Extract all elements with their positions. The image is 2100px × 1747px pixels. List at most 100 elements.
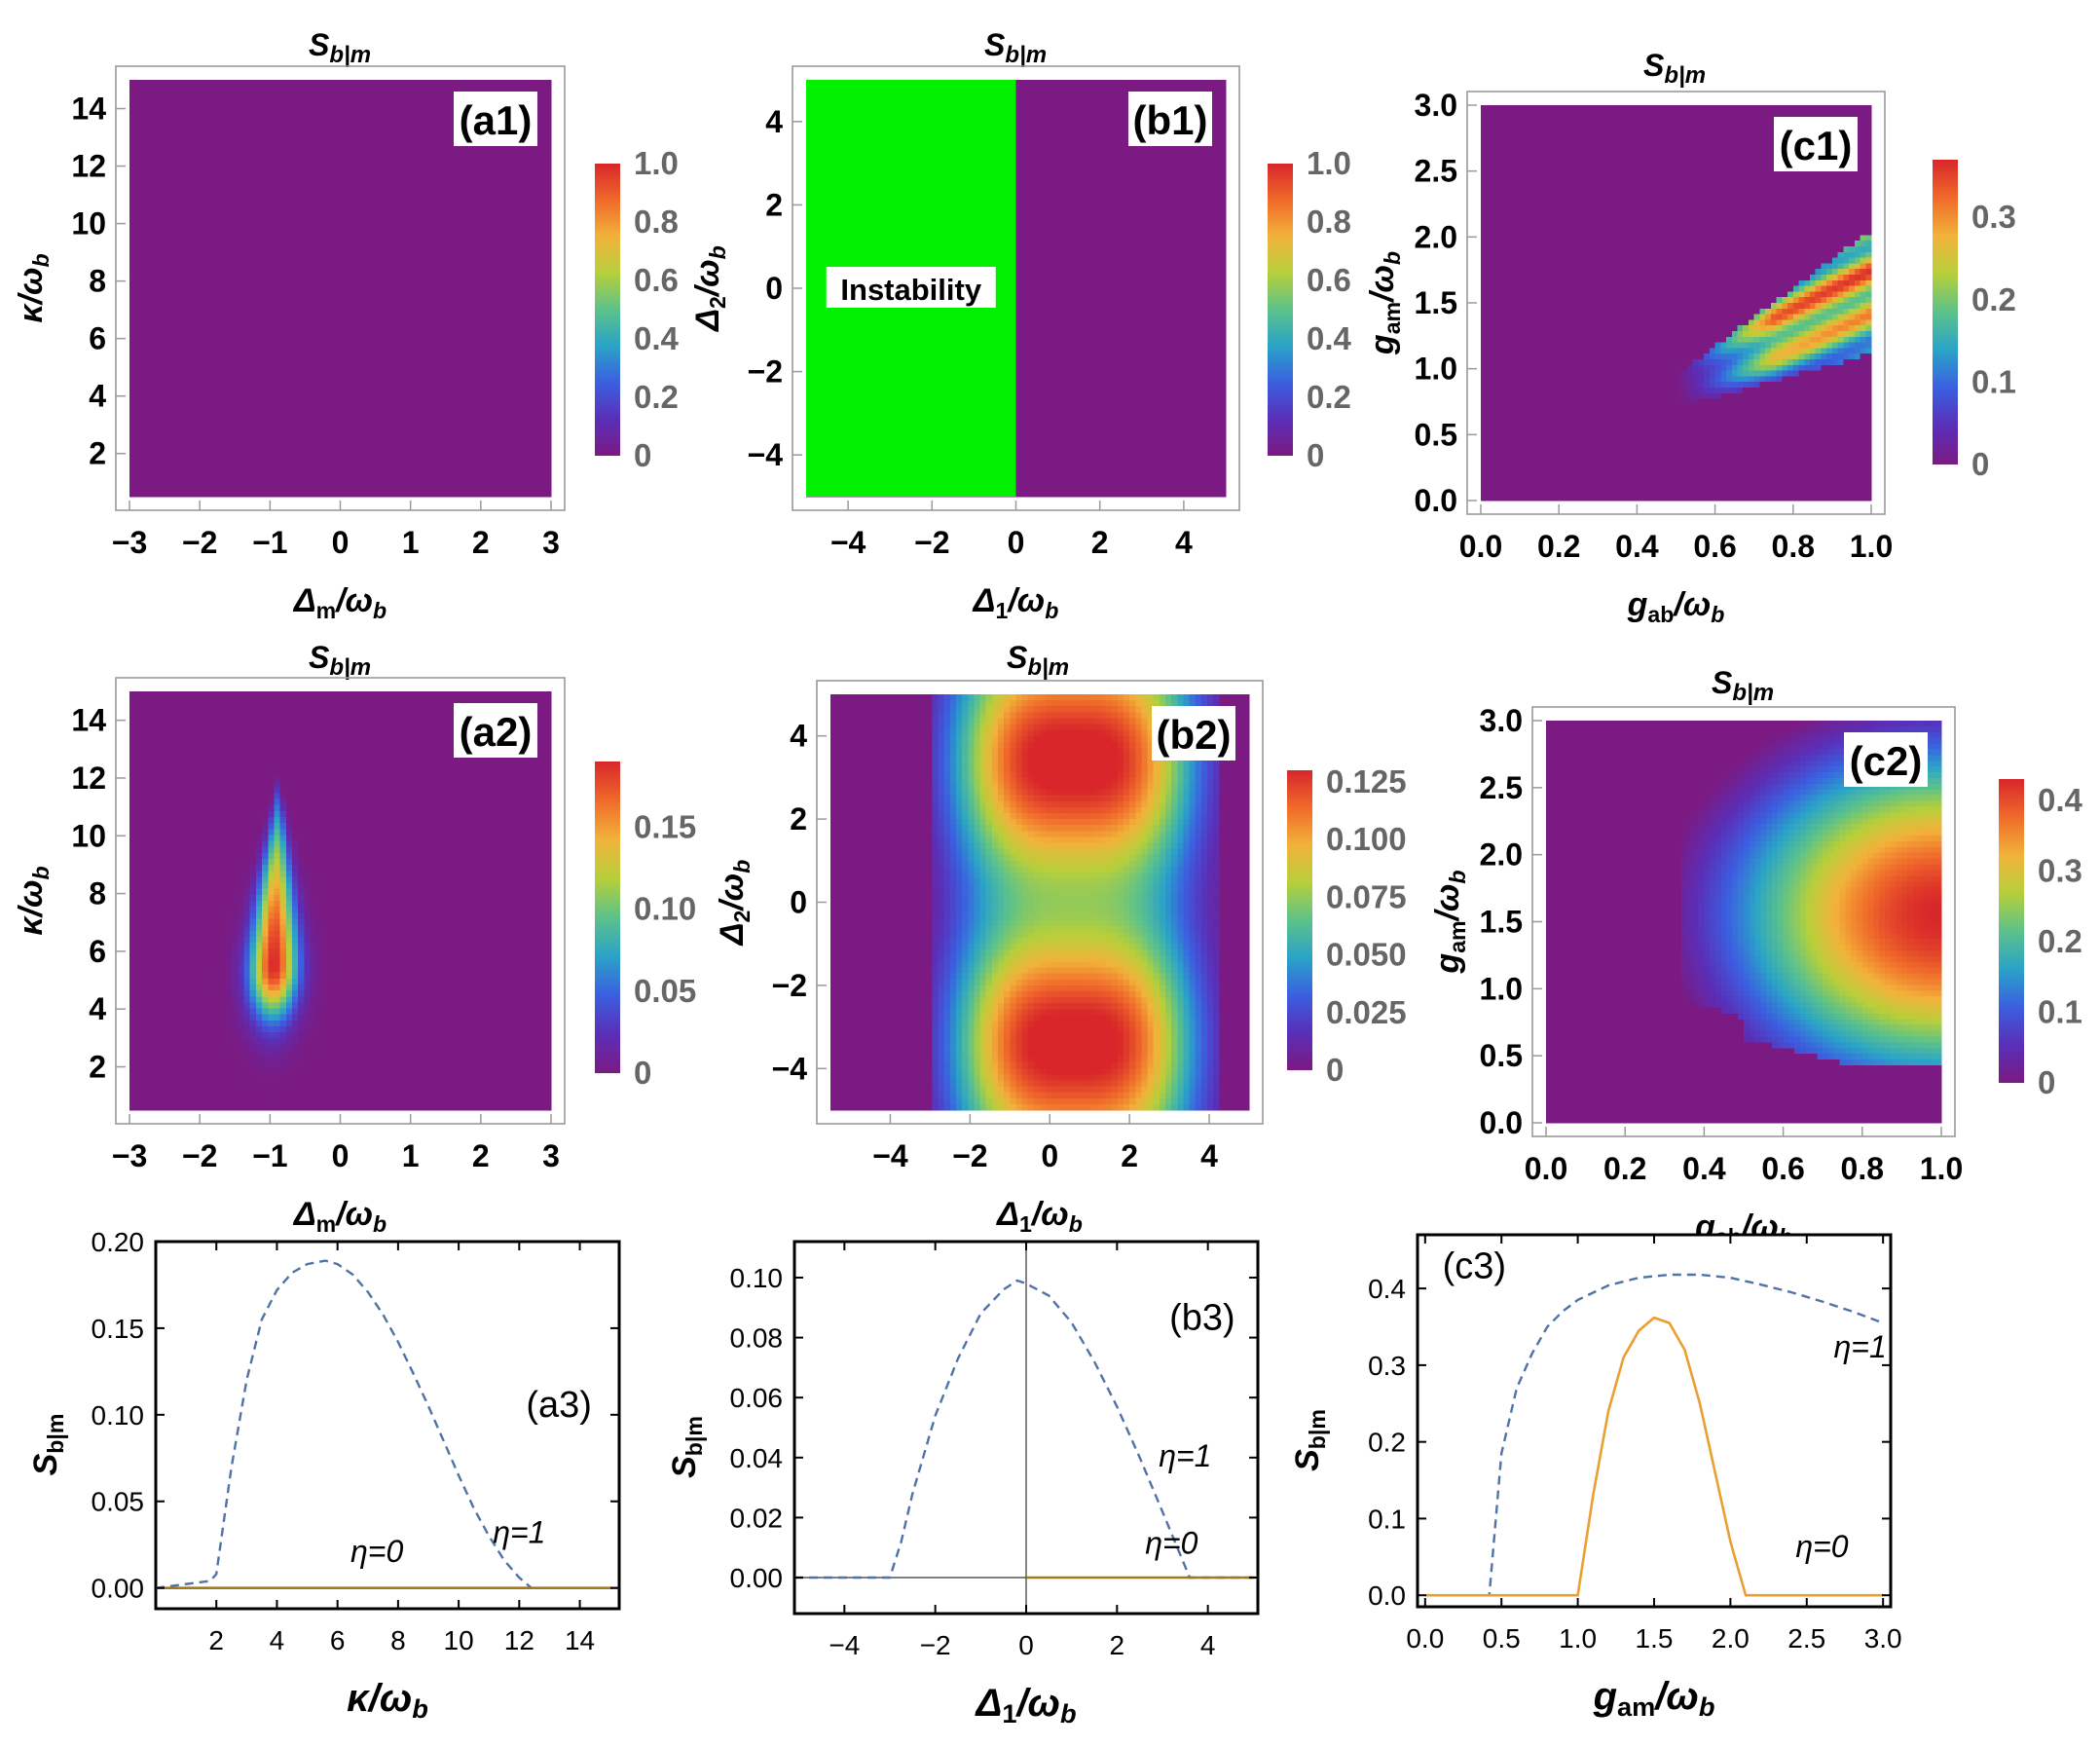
heatmap-cell [370, 378, 377, 385]
heatmap-cell [424, 461, 431, 467]
heatmap-cell [232, 86, 239, 93]
heatmap-cell [207, 110, 214, 117]
heatmap-cell [443, 145, 450, 152]
heatmap-cell [274, 365, 280, 372]
heatmap-cell [177, 116, 184, 123]
heatmap-cell [256, 437, 263, 444]
heatmap-cell [286, 365, 293, 372]
heatmap-cell [238, 395, 244, 402]
heatmap-cell [322, 80, 329, 87]
heatmap-cell [244, 437, 251, 444]
heatmap-cell [250, 431, 257, 438]
heatmap-cell [455, 145, 461, 152]
heatmap-cell [190, 258, 197, 265]
heatmap-cell [407, 420, 414, 427]
heatmap-cell [226, 294, 233, 301]
heatmap-cell [443, 110, 450, 117]
heatmap-cell [491, 145, 497, 152]
heatmap-cell [207, 122, 214, 129]
heatmap-cell [527, 312, 534, 318]
heatmap-cell [311, 181, 317, 188]
heatmap-cell [334, 169, 341, 176]
heatmap-cell [527, 265, 534, 272]
heatmap-cell [347, 485, 353, 492]
heatmap-cell [322, 122, 329, 129]
heatmap-cell [286, 348, 293, 354]
heatmap-cell [190, 485, 197, 492]
heatmap-cell [148, 103, 155, 110]
heatmap-cell [256, 128, 263, 134]
heatmap-cell [394, 252, 401, 259]
heatmap-cell [304, 384, 311, 390]
heatmap-cell [358, 252, 365, 259]
heatmap-cell [377, 437, 384, 444]
heatmap-cell [364, 330, 371, 337]
heatmap-cell [341, 277, 348, 283]
heatmap-cell [334, 211, 341, 218]
heatmap-cell [533, 288, 539, 295]
heatmap-cell [370, 223, 377, 230]
heatmap-cell [160, 151, 166, 158]
heatmap-cell [177, 395, 184, 402]
heatmap-cell [533, 466, 539, 473]
heatmap-cell [238, 473, 244, 480]
heatmap-cell [298, 282, 305, 289]
heatmap-cell [177, 390, 184, 396]
heatmap-cell [497, 312, 503, 318]
heatmap-cell [316, 348, 323, 354]
heatmap-cell [328, 437, 335, 444]
heatmap-cell [419, 241, 425, 247]
heatmap-cell [171, 426, 178, 432]
heatmap-cell [171, 193, 178, 200]
heatmap-cell [135, 204, 142, 211]
heatmap-cell [394, 92, 401, 98]
heatmap-cell [509, 443, 516, 450]
heatmap-cell [256, 223, 263, 230]
heatmap-cell [298, 384, 305, 390]
heatmap-cell [503, 181, 510, 188]
heatmap-cell [430, 282, 437, 289]
heatmap-cell [388, 92, 395, 98]
heatmap-cell [298, 181, 305, 188]
heatmap-cell [461, 395, 467, 402]
heatmap-cell [479, 336, 486, 343]
heatmap-cell [485, 353, 492, 360]
heatmap-cell [436, 223, 443, 230]
heatmap-cell [202, 443, 208, 450]
heatmap-cell [509, 217, 516, 224]
heatmap-cell [383, 116, 389, 123]
heatmap-cell [545, 473, 552, 480]
heatmap-cell [473, 288, 480, 295]
heatmap-cell [533, 258, 539, 265]
heatmap-cell [220, 306, 227, 313]
heatmap-cell [533, 390, 539, 396]
heatmap-cell [262, 342, 269, 349]
heatmap-cell [461, 86, 467, 93]
heatmap-cell [311, 342, 317, 349]
heatmap-cell [148, 258, 155, 265]
heatmap-cell [370, 473, 377, 480]
heatmap-cell [521, 164, 528, 170]
heatmap-cell [388, 491, 395, 498]
heatmap-cell [274, 181, 280, 188]
heatmap-cell [177, 342, 184, 349]
heatmap-cell [304, 204, 311, 211]
heatmap-cell [256, 312, 263, 318]
heatmap-cell [141, 265, 148, 272]
heatmap-cell [413, 241, 420, 247]
heatmap-cell [286, 92, 293, 98]
heatmap-cell [352, 175, 359, 182]
heatmap-cell [184, 306, 191, 313]
heatmap-cell [214, 110, 221, 117]
heatmap-cell [497, 294, 503, 301]
heatmap-cell [274, 426, 280, 432]
heatmap-cell [244, 128, 251, 134]
heatmap-cell [311, 193, 317, 200]
heatmap-cell [256, 258, 263, 265]
heatmap-cell [244, 426, 251, 432]
heatmap-cell [316, 431, 323, 438]
heatmap-cell [436, 246, 443, 253]
heatmap-cell [328, 395, 335, 402]
heatmap-cell [171, 407, 178, 414]
heatmap-cell [135, 151, 142, 158]
